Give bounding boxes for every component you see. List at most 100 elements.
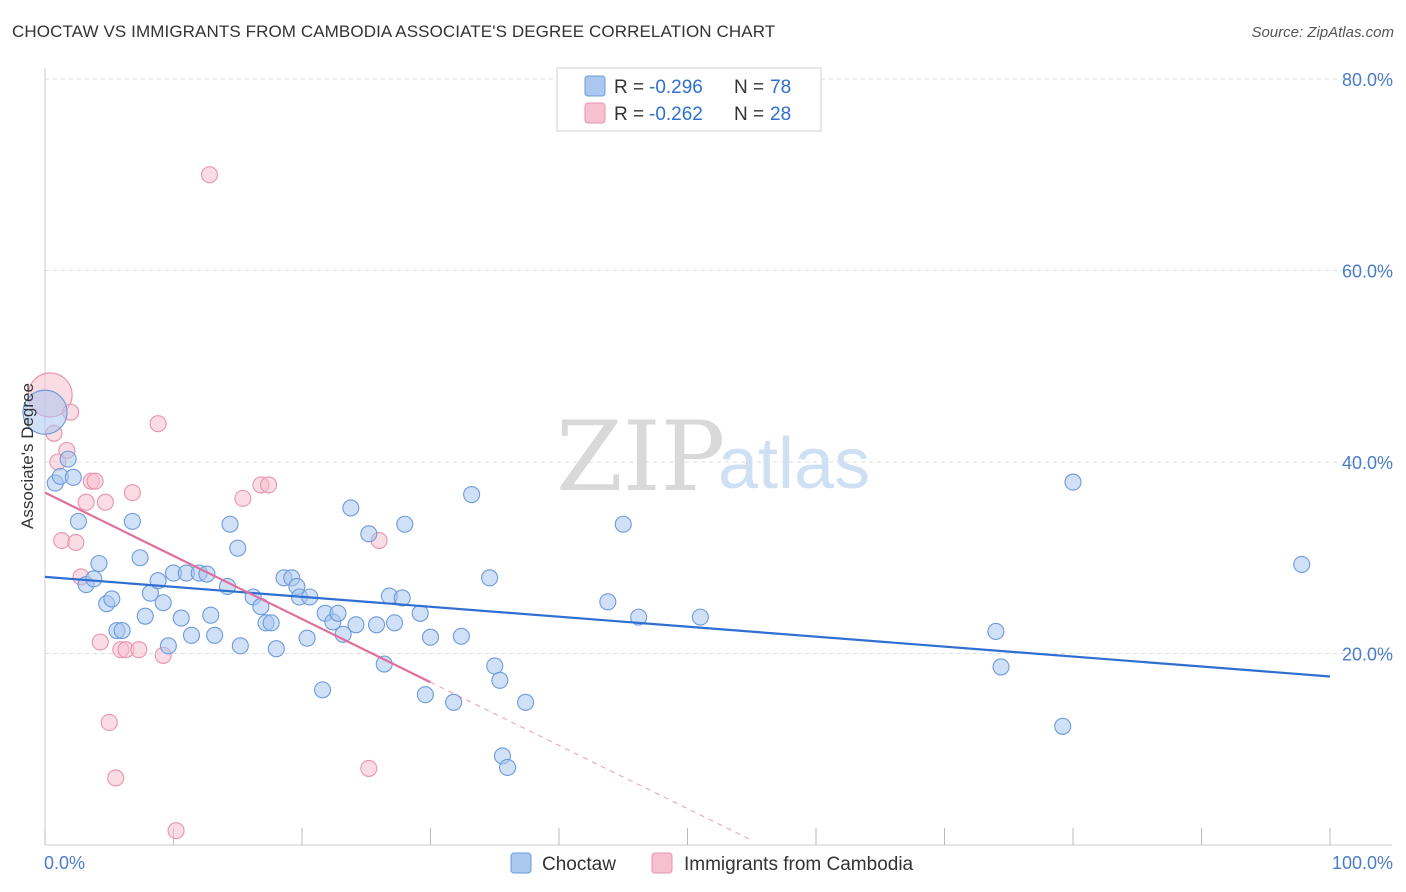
choctaw-point-46	[329, 604, 347, 622]
legend-r-value-choctaw: -0.296	[649, 77, 703, 98]
y-axis-title-group: Associate's Degree	[18, 383, 37, 529]
cambodia-point-19	[149, 415, 167, 433]
choctaw-point-67	[499, 758, 517, 776]
choctaw-point-43	[314, 681, 332, 699]
x-tick-label-0: 0.0%	[44, 853, 85, 873]
legend-swatch-cambodia	[584, 102, 606, 124]
choctaw-point-0	[22, 389, 68, 435]
choctaw-point-56	[396, 515, 414, 533]
series-legend-swatch-cambodia	[651, 852, 673, 874]
y-tick-label-2: 60.0%	[1342, 262, 1393, 282]
choctaw-point-26	[202, 606, 220, 624]
choctaw-point-64	[486, 657, 504, 675]
watermark: ZIP atlas	[556, 401, 870, 513]
cambodia-point-17	[123, 484, 141, 502]
choctaw-point-59	[421, 628, 440, 646]
choctaw-point-31	[231, 637, 249, 655]
choctaw-point-76	[1064, 473, 1082, 491]
y-tick-label-1: 40.0%	[1342, 453, 1393, 473]
cambodia-point-23	[234, 489, 252, 507]
choctaw-point-51	[367, 616, 386, 634]
choctaw-point-69	[599, 593, 617, 611]
cambodia-point-3	[53, 531, 71, 550]
choctaw-point-70	[614, 515, 632, 533]
choctaw-point-57	[411, 604, 429, 622]
choctaw-point-50	[360, 525, 378, 543]
choctaw-point-5	[69, 512, 87, 530]
choctaw-point-71	[630, 608, 648, 626]
legend-swatch-choctaw	[584, 75, 606, 97]
choctaw-point-41	[298, 629, 316, 647]
choctaw-point-29	[221, 515, 239, 533]
watermark-zip: ZIP	[556, 401, 725, 513]
axes	[44, 68, 1392, 846]
chart-title: CHOCTAW VS IMMIGRANTS FROM CAMBODIA ASSO…	[12, 22, 776, 41]
cambodia-point-21	[167, 822, 185, 840]
cambodia-point-25	[260, 476, 278, 494]
choctaw-point-75	[1054, 717, 1072, 735]
series-legend-label-cambodia: Immigrants from Cambodia	[684, 854, 914, 875]
cambodia-point-22	[200, 166, 219, 184]
legend-n-label-cambodia: N =	[734, 104, 764, 125]
watermark-atlas: atlas	[718, 424, 870, 504]
choctaw-point-62	[463, 486, 481, 504]
y-tick-label-3: 80.0%	[1342, 70, 1393, 90]
choctaw-point-35	[262, 614, 280, 632]
choctaw-point-14	[131, 549, 149, 567]
cambodia-point-18	[130, 641, 148, 659]
choctaw-point-21	[172, 609, 190, 627]
choctaw-trend-line	[44, 575, 1331, 678]
cambodia-point-14	[107, 769, 125, 787]
choctaw-point-60	[445, 693, 463, 711]
cambodia-point-26	[360, 759, 378, 777]
cambodia-point-6	[67, 533, 85, 551]
y-tick-label-0: 20.0%	[1342, 645, 1393, 665]
legend-n-value-cambodia: 28	[770, 104, 791, 125]
trend-lines	[44, 491, 1331, 841]
legend-r-label-choctaw: R =	[614, 77, 644, 98]
choctaw-point-54	[385, 614, 404, 632]
choctaw-point-19	[159, 637, 177, 655]
choctaw-point-30	[229, 539, 247, 557]
cambodia-point-11	[91, 633, 109, 651]
choctaw-point-77	[1293, 555, 1311, 574]
choctaw-point-74	[992, 658, 1010, 676]
legend-r-label-cambodia: R =	[614, 104, 644, 125]
choctaw-point-65	[491, 671, 509, 689]
choctaw-point-13	[123, 512, 141, 530]
choctaw-point-8	[90, 554, 108, 573]
cambodia-point-13	[100, 713, 118, 731]
choctaw-point-23	[182, 626, 201, 644]
legend-n-label-choctaw: N =	[734, 77, 764, 98]
choctaw-point-48	[342, 499, 360, 517]
cambodia-point-10	[86, 472, 104, 490]
choctaw-point-68	[517, 693, 535, 711]
choctaw-point-58	[416, 686, 434, 704]
choctaw-point-72	[691, 608, 709, 626]
choctaw-point-63	[481, 569, 499, 587]
choctaw-point-4	[64, 468, 82, 486]
choctaw-point-36	[267, 640, 285, 658]
choctaw-point-49	[347, 616, 365, 634]
source-label: Source: ZipAtlas.com	[1251, 24, 1394, 41]
gridlines	[45, 78, 1392, 654]
choctaw-point-18	[154, 594, 172, 612]
x-tick-label-1: 100.0%	[1332, 853, 1393, 873]
choctaw-point-61	[452, 627, 470, 645]
choctaw-point-3	[59, 450, 77, 468]
choctaw-point-15	[136, 607, 154, 625]
choctaw-point-27	[206, 626, 224, 644]
choctaw-point-12	[113, 621, 131, 640]
y-axis-title: Associate's Degree	[18, 383, 37, 529]
series-legend-label-choctaw: Choctaw	[542, 854, 616, 875]
series-legend-swatch-choctaw	[510, 852, 532, 874]
cambodia-trend-extension	[430, 681, 752, 841]
cambodia-point-8	[77, 493, 95, 511]
legend-r-value-cambodia: -0.262	[649, 104, 703, 125]
choctaw-point-7	[85, 570, 103, 588]
correlation-legend: R = -0.296 N = 78 R = -0.262 N = 28	[556, 67, 822, 132]
choctaw-point-55	[393, 589, 411, 607]
series-legend: Choctaw Immigrants from Cambodia	[510, 852, 914, 875]
tick-labels: 20.0% 40.0% 60.0% 80.0% 0.0% 100.0%	[44, 70, 1393, 873]
